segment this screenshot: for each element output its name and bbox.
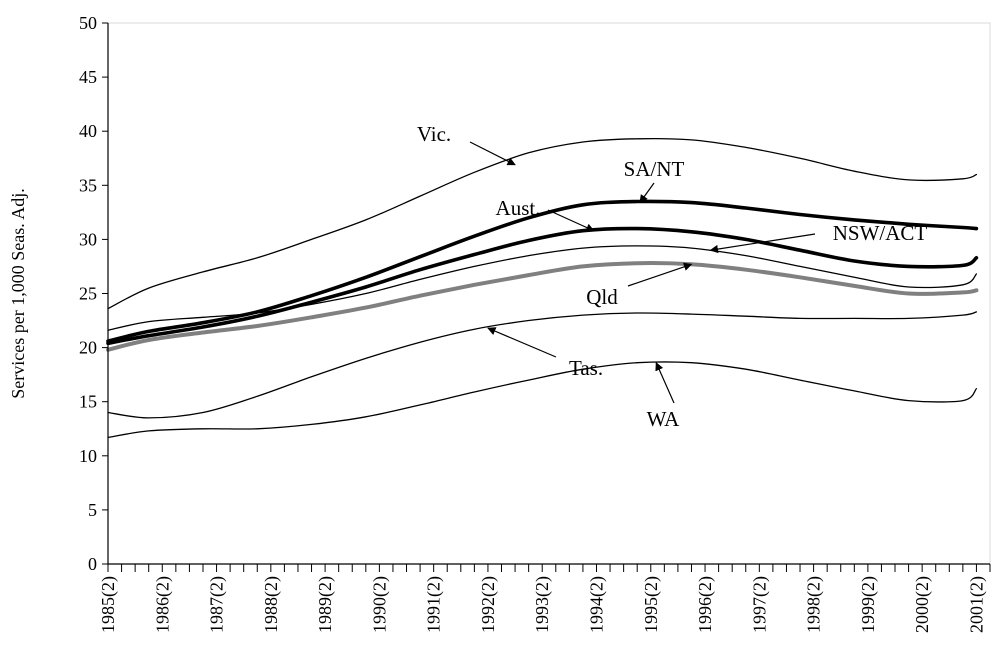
annotation-arrow-wa [655, 361, 675, 404]
annotation-label-nsw-act: NSW/ACT [833, 221, 928, 245]
y-tick-label: 30 [79, 229, 97, 249]
plot-frame [107, 22, 991, 565]
y-tick-label: 35 [79, 175, 97, 195]
annotation-label-wa: WA [647, 407, 680, 431]
series-line-wa [107, 361, 978, 439]
annotation-arrow-qld [627, 262, 693, 287]
x-tick-label: 1994(2) [586, 576, 607, 633]
x-tick-label: 1998(2) [804, 576, 825, 633]
x-tick-label: 2001(2) [966, 576, 987, 633]
series-line-vic [107, 137, 978, 310]
y-tick-label: 45 [79, 67, 97, 87]
x-tick-label: 1992(2) [478, 576, 499, 633]
series-line-tas [107, 311, 978, 419]
plot-area [107, 22, 991, 565]
annotation-layer: Vic. SA/NT Aust. NSW/ACT Qld Tas. WA [417, 122, 928, 431]
series-layer [106, 137, 979, 439]
y-tick-label: 25 [79, 284, 97, 304]
annotation-label-aust: Aust. [496, 196, 541, 220]
series-line-aust [106, 226, 979, 346]
x-tick-label: 1993(2) [532, 576, 553, 633]
y-tick-label: 50 [79, 13, 97, 33]
axes-layer [102, 22, 991, 572]
annotation-label-tas: Tas. [569, 356, 603, 380]
x-tick-label: 1987(2) [207, 576, 228, 633]
annotation-arrow-tas [487, 327, 557, 358]
annotation-label-sa-nt: SA/NT [624, 157, 685, 181]
x-tick-label: 1989(2) [315, 576, 336, 633]
y-tick-label: 10 [79, 446, 97, 466]
x-tick-label: 1985(2) [98, 576, 119, 633]
y-tick-label: 15 [79, 392, 97, 412]
annotation-arrow-aust [547, 209, 595, 232]
annotation-label-vic: Vic. [417, 122, 451, 146]
x-tick-label: 1995(2) [641, 576, 662, 633]
x-tick-label: 1997(2) [749, 576, 770, 633]
y-tick-label: 20 [79, 338, 97, 358]
x-tick-label: 1988(2) [261, 576, 282, 633]
y-tick-label: 5 [88, 500, 97, 520]
y-axis-label: Services per 1,000 Seas. Adj. [8, 188, 28, 398]
y-tick-label: 40 [79, 121, 97, 141]
x-tick-label: 1990(2) [369, 576, 390, 633]
annotation-arrow-vic [469, 141, 516, 166]
series-line-qld [106, 261, 979, 352]
annotation-arrow-nsw-act [709, 233, 816, 254]
x-tick-label: 1996(2) [695, 576, 716, 633]
annotation-arrow-sa-nt [639, 182, 655, 204]
y-tick-label: 0 [88, 554, 97, 574]
x-tick-label: 1991(2) [424, 576, 445, 633]
x-tick-label: 2000(2) [912, 576, 933, 633]
series-line-sa-nt [106, 199, 979, 343]
labels-layer: 0 5 10 15 20 25 30 35 40 45 50 1985(2) 1986(2) 1987(2… [8, 13, 987, 633]
x-tick-label: 1986(2) [152, 576, 173, 633]
x-tick-label: 1999(2) [858, 576, 879, 633]
annotation-label-qld: Qld [586, 285, 618, 309]
